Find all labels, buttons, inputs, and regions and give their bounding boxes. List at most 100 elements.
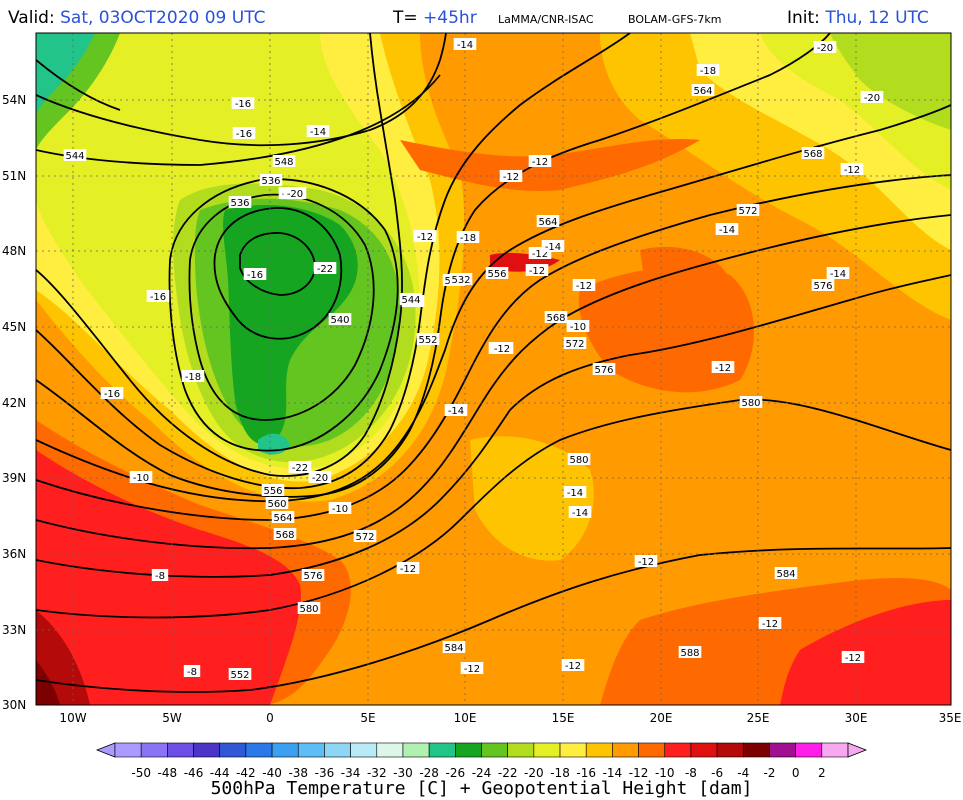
isotherm-label: -16 bbox=[236, 129, 252, 140]
height-label: 572 bbox=[565, 339, 584, 350]
height-label-bg bbox=[801, 147, 825, 159]
isotherm-label-bg bbox=[453, 38, 477, 50]
isotherm-label-bg bbox=[413, 230, 437, 242]
height-label-bg bbox=[259, 174, 283, 186]
lon-label: 25E bbox=[746, 711, 770, 725]
temp-zone-carpathian-warm bbox=[640, 246, 730, 296]
height-label: 536 bbox=[261, 176, 280, 187]
isotherm-label: -14 bbox=[457, 40, 473, 51]
temp-zone-se-red bbox=[780, 600, 951, 705]
lat-label: 54N bbox=[2, 93, 27, 107]
height-label-bg bbox=[739, 396, 763, 408]
isotherm-label: -14 bbox=[310, 127, 326, 138]
isotherm-label: -12 bbox=[845, 653, 861, 664]
colorbar-swatch bbox=[585, 742, 613, 758]
isotherm-label-bg bbox=[232, 127, 256, 139]
isotherm-label-bg bbox=[528, 155, 552, 167]
isotherm-label: -22 bbox=[317, 264, 333, 275]
height-label: 544 bbox=[65, 151, 84, 162]
height-label: 580 bbox=[569, 455, 588, 466]
isotherm-label-bg bbox=[563, 486, 587, 498]
isotherm-label: -12 bbox=[417, 232, 433, 243]
colorbar-swatch bbox=[245, 742, 273, 758]
chart-title: 500hPa Temperature [C] + Geopotential He… bbox=[210, 778, 753, 799]
height-label-bg bbox=[592, 363, 616, 375]
lat-label: 33N bbox=[2, 623, 27, 637]
isotherm-label: -8 bbox=[155, 571, 165, 582]
height-label-bg bbox=[678, 646, 702, 658]
colorbar-tick-label: 0 bbox=[791, 766, 800, 780]
colorbar-tick-label: -22 bbox=[497, 766, 518, 780]
colorbar-swatch bbox=[507, 742, 535, 758]
colorbar-tick-label: -42 bbox=[236, 766, 256, 780]
colorbar-swatch bbox=[455, 742, 482, 758]
colorbar-tick-label: -24 bbox=[471, 766, 492, 780]
height-label-bg bbox=[544, 311, 568, 323]
height-label-bg bbox=[736, 204, 760, 216]
height-label: 568 bbox=[803, 149, 822, 160]
height-label: 580 bbox=[299, 604, 318, 615]
height-label-bg bbox=[63, 149, 87, 161]
colorbar-tick-label: -10 bbox=[654, 766, 675, 780]
height-label-bg bbox=[261, 484, 285, 496]
height-label-bg bbox=[273, 528, 297, 540]
colorbar-swatch bbox=[219, 742, 247, 758]
height-label: 564 bbox=[538, 217, 557, 228]
colorbar-swatch bbox=[324, 742, 351, 758]
isotherm-label: -12 bbox=[494, 344, 510, 355]
colorbar-swatch bbox=[271, 742, 299, 758]
init-label: Init: bbox=[787, 8, 820, 28]
height-label: 552 bbox=[418, 335, 437, 346]
isotherm-label: -20 bbox=[817, 43, 833, 54]
colorbar-swatch bbox=[167, 742, 194, 758]
colorbar-swatch bbox=[533, 742, 561, 758]
height-label: 584 bbox=[776, 569, 795, 580]
isotherm-label-bg bbox=[568, 506, 592, 518]
height-label: 572 bbox=[355, 532, 374, 543]
height-label: 532 bbox=[451, 275, 470, 286]
height-contours bbox=[36, 33, 951, 693]
isotherm-label: -8 bbox=[187, 667, 197, 678]
isotherm-label-bg bbox=[243, 268, 267, 280]
colorbar-tick-label: -36 bbox=[314, 766, 335, 780]
lat-label: 39N bbox=[2, 471, 27, 485]
isotherm-label-bg bbox=[460, 662, 484, 674]
isotherm-label: -10 bbox=[332, 504, 348, 515]
lon-label: 10W bbox=[59, 711, 87, 725]
height-label-bg bbox=[774, 567, 798, 579]
isotherm-label-bg bbox=[490, 342, 514, 354]
temp-zone-italy-yellowish bbox=[470, 436, 594, 561]
colorbar-tick-label: -28 bbox=[419, 766, 439, 780]
isotherm-label: -12 bbox=[576, 281, 592, 292]
height-label-bg bbox=[449, 273, 473, 285]
height-label: 572 bbox=[738, 206, 757, 217]
colorbar-swatch bbox=[769, 742, 796, 758]
isotherm-label-bg bbox=[100, 387, 124, 399]
colorbar-tick-label: -18 bbox=[550, 766, 570, 780]
height-label: 552 bbox=[230, 670, 249, 681]
height-label: 568 bbox=[275, 530, 294, 541]
colorbar-swatch bbox=[193, 742, 221, 758]
height-label: 576 bbox=[303, 571, 322, 582]
isotherm-label-bg bbox=[841, 651, 865, 663]
height-label-bg bbox=[228, 668, 252, 680]
lon-label: 5W bbox=[162, 711, 182, 725]
height-label: 580 bbox=[741, 398, 760, 409]
height-label-bg bbox=[301, 569, 325, 581]
lat-label: 36N bbox=[2, 547, 27, 561]
isotherm-label-bg bbox=[231, 97, 255, 109]
isotherm-label: -14 bbox=[567, 488, 583, 499]
isotherm-label: -14 bbox=[448, 406, 464, 417]
isotherm-label-bg bbox=[288, 461, 312, 473]
colorbar-tick-label: -32 bbox=[366, 766, 387, 780]
colorbar-tick-label: -2 bbox=[763, 766, 776, 780]
height-label: 560 bbox=[267, 499, 286, 510]
lat-label: 42N bbox=[2, 396, 27, 410]
height-label-bg bbox=[567, 453, 591, 465]
graticule bbox=[36, 33, 951, 705]
height-label-bg bbox=[353, 530, 377, 542]
colorbar-tick-label: -46 bbox=[183, 766, 204, 780]
colorbar-swatch bbox=[795, 742, 823, 758]
colorbar-swatch bbox=[140, 742, 168, 758]
height-label-bg bbox=[271, 511, 295, 523]
